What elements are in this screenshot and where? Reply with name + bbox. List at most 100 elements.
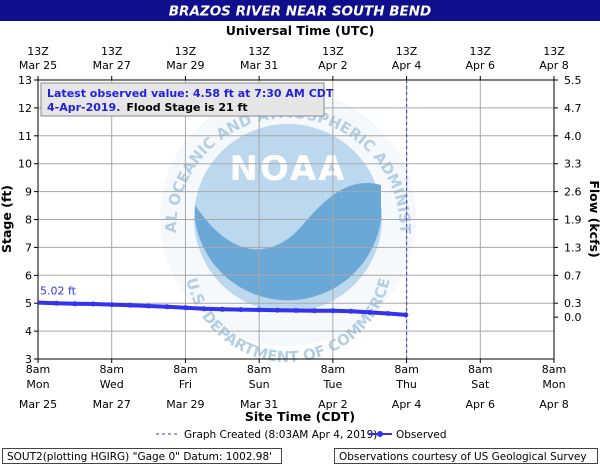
right-tick-label: 4.0: [564, 130, 582, 143]
bottom-tick-date: Mar 25: [19, 398, 57, 411]
observed-point: [275, 307, 281, 313]
bottom-tick-date: Mar 31: [240, 398, 278, 411]
footer-credit-text: Observations courtesy of US Geological S…: [339, 451, 587, 463]
bottom-tick-date: Apr 2: [318, 398, 348, 411]
right-tick-label: 1.9: [564, 214, 582, 227]
observed-series-points: [38, 300, 409, 318]
observed-point: [219, 306, 225, 312]
bottom-tick-date: Apr 6: [466, 398, 496, 411]
top-tick-hour: 13Z: [322, 45, 344, 58]
top-tick-hour: 13Z: [396, 45, 418, 58]
bottom-tick-time: 8am: [247, 363, 271, 376]
left-tick-label: 6: [25, 269, 32, 282]
top-tick-date: Mar 25: [19, 59, 57, 72]
noaa-logo-text: NOAA: [229, 149, 346, 189]
left-tick-label: 11: [18, 130, 32, 143]
plot-frame: [37, 79, 555, 360]
bottom-tick-day: Mon: [26, 378, 49, 391]
top-tick-date: Apr 2: [318, 59, 348, 72]
observed-point: [109, 302, 115, 308]
first-value-label: 5.02 ft: [40, 285, 77, 298]
left-tick-label: 12: [18, 102, 32, 115]
title-bar: [0, 0, 600, 21]
top-tick-date: Mar 29: [166, 59, 204, 72]
latest-value-line2: 4-Apr-2019. Flood Stage is 21 ft: [47, 101, 248, 114]
observed-point: [403, 312, 409, 318]
observed-point: [238, 307, 244, 313]
right-tick-label: 0.0: [564, 311, 582, 324]
latest-value-box: Latest observed value: 4.58 ft at 7:30 A…: [40, 82, 334, 117]
bottom-axis-title: Site Time (CDT): [245, 409, 355, 424]
right-tick-label: 2.6: [564, 186, 582, 199]
left-tick-label: 8: [25, 214, 32, 227]
right-tick-label: 0.7: [564, 269, 582, 282]
bottom-tick-time: 8am: [468, 363, 492, 376]
right-tick-label: 0.3: [564, 297, 582, 310]
observed-point: [385, 311, 391, 316]
bottom-tick-day: Wed: [100, 378, 124, 391]
bottom-tick-time: 8am: [99, 363, 123, 376]
observed-point: [367, 309, 373, 315]
footer-datum-text: SOUT2(plotting HGIRG) "Gage 0" Datum: 10…: [7, 451, 272, 463]
observed-point: [72, 301, 78, 307]
legend-observed-marker: [377, 431, 383, 437]
left-axis-title: Stage (ft): [0, 185, 14, 253]
left-tick-label: 5: [25, 297, 32, 310]
top-tick-hour: 13Z: [248, 45, 270, 58]
observed-point: [53, 300, 59, 306]
observed-point: [293, 308, 299, 313]
legend-observed-label: Observed: [396, 429, 447, 441]
footer-right-box: Observations courtesy of US Geological S…: [334, 448, 598, 464]
top-tick-date: Apr 6: [466, 59, 496, 72]
bottom-axis-ticks: 8am Mon Mar 25 8am Wed Mar 27 8am Fri Mar 29 8am S…: [19, 359, 569, 411]
top-tick-hour: 13Z: [175, 45, 197, 58]
right-tick-label: 3.3: [564, 158, 582, 171]
bottom-tick-time: 8am: [26, 363, 50, 376]
top-tick-hour: 13Z: [543, 45, 565, 58]
bottom-tick-day: Sat: [471, 378, 490, 391]
right-axis-title: Flow (kcfs): [587, 180, 600, 257]
observed-point: [90, 301, 96, 307]
latest-value-line1: Latest observed value: 4.58 ft at 7:30 A…: [47, 87, 334, 100]
bottom-tick-time: 8am: [394, 363, 418, 376]
latest-value-date: 4-Apr-2019.: [47, 101, 120, 114]
observed-point: [330, 308, 336, 314]
left-tick-label: 7: [25, 241, 32, 254]
footer-left-box: SOUT2(plotting HGIRG) "Gage 0" Datum: 10…: [2, 448, 282, 464]
legend-graph-created-label: Graph Created (8:03AM Apr 4, 2019): [184, 429, 377, 441]
bottom-tick-time: 8am: [542, 363, 566, 376]
left-tick-label: 4: [25, 325, 32, 338]
observed-point: [256, 307, 262, 313]
bottom-tick-day: Sun: [249, 378, 270, 391]
bottom-tick-day: Mon: [542, 378, 565, 391]
top-tick-hour: 13Z: [470, 45, 492, 58]
right-tick-label: 4.7: [564, 102, 582, 115]
left-tick-label: 10: [18, 158, 32, 171]
bottom-tick-day: Thu: [395, 378, 417, 391]
top-tick-hour: 13Z: [27, 45, 49, 58]
bottom-tick-day: Fri: [179, 378, 192, 391]
observed-point: [164, 304, 170, 310]
left-tick-label: 13: [18, 74, 32, 87]
observed-point: [311, 308, 317, 314]
left-axis-ticks: 3 4 5 6 7 8 9 10 11 12 13: [18, 74, 38, 366]
left-tick-label: 9: [25, 186, 32, 199]
observed-point: [38, 300, 41, 306]
top-tick-date: Mar 31: [240, 59, 278, 72]
legend: Graph Created (8:03AM Apr 4, 2019) Obser…: [156, 429, 447, 441]
top-tick-hour: 13Z: [101, 45, 123, 58]
flood-stage-text: Flood Stage is 21 ft: [126, 101, 247, 114]
bottom-tick-date: Mar 29: [166, 398, 204, 411]
bottom-tick-time: 8am: [173, 363, 197, 376]
observed-point: [201, 306, 207, 312]
bottom-tick-date: Apr 8: [539, 398, 569, 411]
left-tick-label: 3: [25, 353, 32, 366]
bottom-tick-date: Mar 27: [93, 398, 131, 411]
top-tick-date: Apr 8: [539, 59, 569, 72]
bottom-tick-time: 8am: [321, 363, 345, 376]
chart-title: BRAZOS RIVER NEAR SOUTH BEND: [169, 4, 431, 20]
right-tick-label: 1.3: [564, 241, 582, 254]
top-tick-date: Mar 27: [93, 59, 131, 72]
